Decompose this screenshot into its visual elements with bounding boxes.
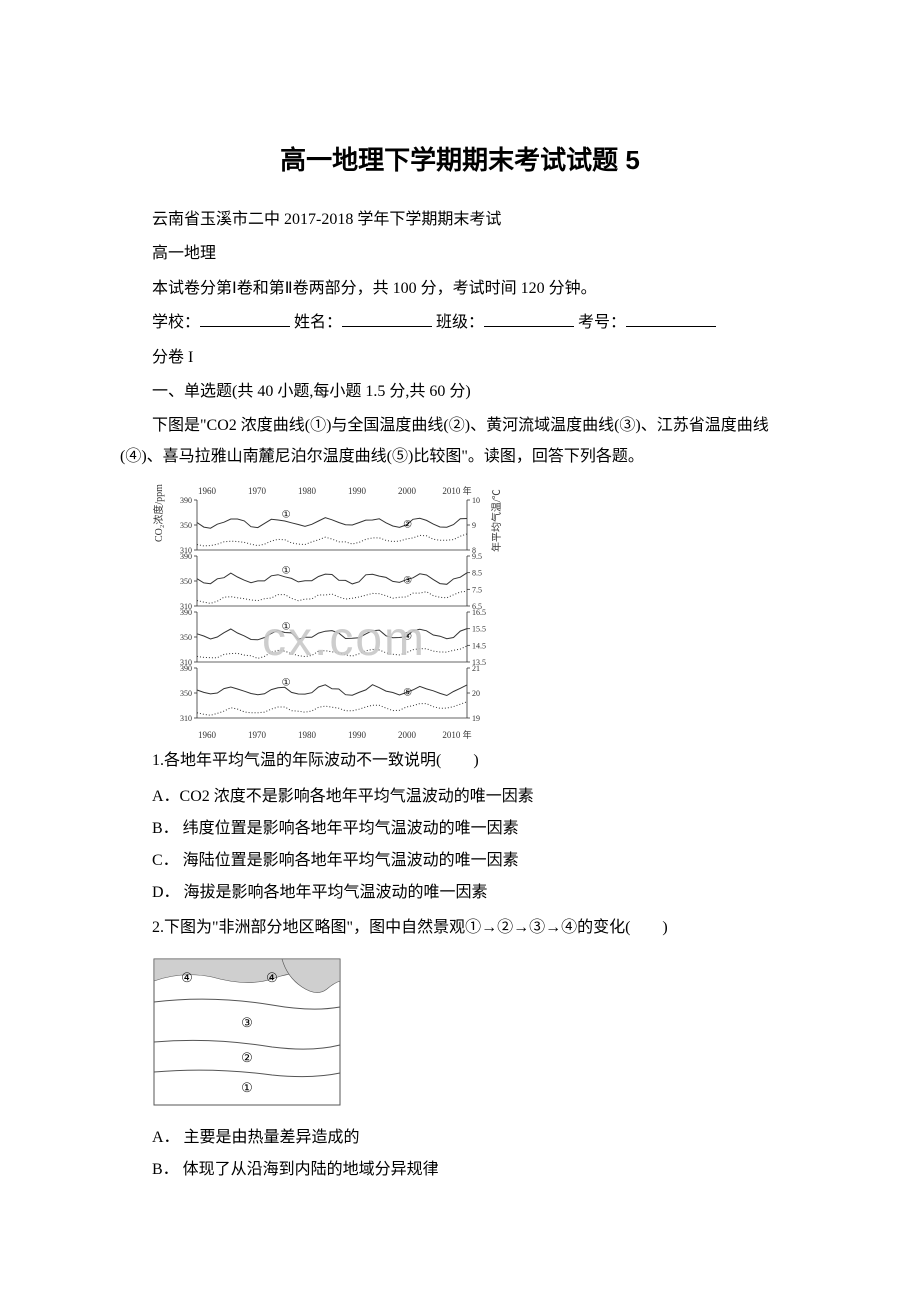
q1-stem: 1.各地年平均气温的年际波动不一致说明( ) — [120, 746, 800, 776]
svg-text:350: 350 — [180, 689, 192, 698]
svg-text:390: 390 — [180, 552, 192, 561]
svg-text:20: 20 — [472, 689, 480, 698]
exam-source: 云南省玉溪市二中 2017-2018 学年下学期期末考试 — [120, 205, 800, 235]
q1-option-a: A．CO2 浓度不是影响各地年平均气温波动的唯一因素 — [120, 781, 800, 813]
svg-text:350: 350 — [180, 521, 192, 530]
co2-temp-chart: 1960 1970 1980 1990 2000 2010 年 CO₂浓度/pp… — [152, 482, 800, 742]
year-bot-0: 1960 — [198, 730, 217, 740]
svg-text:②: ② — [403, 520, 412, 531]
label-class: 班级： — [436, 314, 484, 331]
blank-school[interactable] — [200, 310, 290, 327]
year-bot-5: 2010 年 — [442, 729, 471, 740]
svg-text:16.5: 16.5 — [472, 608, 486, 617]
svg-text:350: 350 — [180, 633, 192, 642]
year-bot-3: 1990 — [348, 730, 367, 740]
svg-text:390: 390 — [180, 496, 192, 505]
year-top-4: 2000 — [398, 486, 417, 496]
svg-text:14.5: 14.5 — [472, 641, 486, 650]
year-top-3: 1990 — [348, 486, 367, 496]
exam-intro: 本试卷分第Ⅰ卷和第Ⅱ卷两部分，共 100 分，考试时间 120 分钟。 — [120, 274, 800, 304]
svg-text:21: 21 — [472, 664, 480, 673]
svg-text:⑤: ⑤ — [403, 688, 412, 699]
africa-map: ① ② ③ ④ ④ — [152, 957, 800, 1112]
q2-option-b: B． 体现了从沿海到内陆的地域分异规律 — [120, 1154, 800, 1186]
q2-option-a: A． 主要是由热量差异造成的 — [120, 1122, 800, 1154]
q1-option-d: D． 海拔是影响各地年平均气温波动的唯一因素 — [120, 877, 800, 909]
year-top-5: 2010 年 — [442, 485, 471, 496]
year-bot-4: 2000 — [398, 730, 417, 740]
q2-stem: 2.下图为"非洲部分地区略图"，图中自然景观①→②→③→④的变化( ) — [120, 913, 800, 943]
left-axis-label: CO₂浓度/ppm — [152, 484, 165, 542]
svg-text:①: ① — [282, 510, 291, 521]
svg-text:15.5: 15.5 — [472, 625, 486, 634]
q1-intro: 下图是"CO2 浓度曲线(①)与全国温度曲线(②)、黄河流域温度曲线(③)、江苏… — [120, 411, 800, 472]
svg-text:10: 10 — [472, 496, 480, 505]
svg-text:9: 9 — [472, 521, 476, 530]
svg-text:350: 350 — [180, 577, 192, 586]
page-title: 高一地理下学期期末考试试题 5 — [120, 140, 800, 177]
map-label-4a: ④ — [181, 970, 193, 985]
svg-text:8.5: 8.5 — [472, 569, 482, 578]
map-label-1: ① — [241, 1080, 253, 1095]
map-label-4b: ④ — [266, 970, 278, 985]
svg-text:390: 390 — [180, 608, 192, 617]
svg-text:390: 390 — [180, 664, 192, 673]
year-bot-2: 1980 — [298, 730, 317, 740]
label-name: 姓名： — [294, 314, 342, 331]
blank-id[interactable] — [626, 310, 716, 327]
year-top-2: 1980 — [298, 486, 317, 496]
svg-text:①: ① — [282, 566, 291, 577]
svg-text:9.5: 9.5 — [472, 552, 482, 561]
part-heading: 一、单选题(共 40 小题,每小题 1.5 分,共 60 分) — [120, 377, 800, 407]
blank-name[interactable] — [342, 310, 432, 327]
map-label-2: ② — [241, 1050, 253, 1065]
label-id: 考号： — [578, 314, 626, 331]
student-info-line: 学校： 姓名： 班级： 考号： — [120, 308, 800, 338]
section-label: 分卷 I — [120, 343, 800, 373]
svg-text:③: ③ — [403, 576, 412, 587]
blank-class[interactable] — [484, 310, 574, 327]
exam-subject: 高一地理 — [120, 239, 800, 269]
svg-text:①: ① — [282, 622, 291, 633]
q1-option-c: C． 海陆位置是影响各地年平均气温波动的唯一因素 — [120, 845, 800, 877]
svg-text:7.5: 7.5 — [472, 585, 482, 594]
svg-text:①: ① — [282, 678, 291, 689]
q1-option-b: B． 纬度位置是影响各地年平均气温波动的唯一因素 — [120, 813, 800, 845]
year-top-0: 1960 — [198, 486, 217, 496]
year-bot-1: 1970 — [248, 730, 267, 740]
map-label-3: ③ — [241, 1015, 253, 1030]
svg-text:④: ④ — [403, 632, 412, 643]
label-school: 学校： — [152, 314, 200, 331]
year-top-1: 1970 — [248, 486, 267, 496]
svg-text:19: 19 — [472, 714, 480, 723]
svg-text:310: 310 — [180, 714, 192, 723]
right-axis-label: 年平均气温/℃ — [490, 489, 503, 552]
